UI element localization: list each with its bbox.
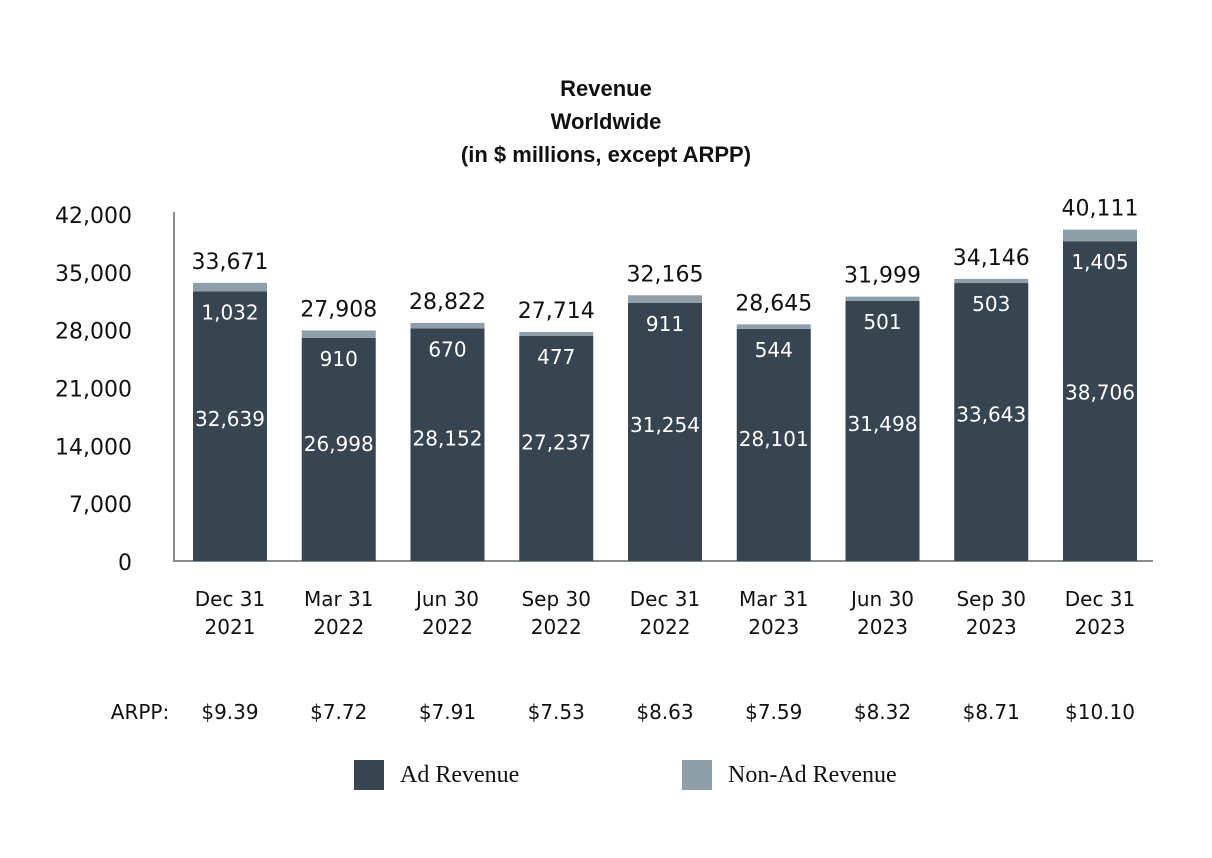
arpp-value: $10.10 — [1065, 700, 1135, 724]
bar-non-ad-revenue — [410, 322, 485, 329]
x-tick-label: Dec 31 — [1065, 587, 1136, 611]
legend-item-ad-revenue: Ad Revenue — [354, 760, 519, 790]
legend-swatch-non-ad-revenue — [682, 760, 712, 790]
data-label-total: 27,714 — [518, 299, 595, 324]
x-tick-label: 2022 — [640, 615, 691, 639]
x-tick-label: 2023 — [748, 615, 799, 639]
data-label-non-ad-revenue: 910 — [320, 347, 358, 371]
bar-ad-revenue — [628, 302, 702, 561]
bar-ad-revenue — [845, 300, 920, 561]
x-tick-label: Dec 31 — [195, 587, 266, 611]
data-label-ad-revenue: 38,706 — [1065, 381, 1135, 405]
arpp-label: ARPP: — [111, 700, 169, 724]
data-label-ad-revenue: 31,254 — [630, 413, 700, 437]
x-tick-label: Mar 31 — [739, 587, 809, 611]
data-label-total: 27,908 — [300, 297, 377, 322]
chart-title-line-1: Revenue — [560, 76, 652, 101]
data-label-non-ad-revenue: 670 — [428, 337, 466, 361]
data-label-total: 40,111 — [1062, 197, 1139, 222]
x-tick-label: 2023 — [857, 615, 908, 639]
stacked-bar-chart: 0 7,000 14,000 21,000 28,000 35,000 42,000 32,6… — [55, 197, 1153, 724]
x-tick-label: 2023 — [1075, 615, 1126, 639]
arpp-value: $7.53 — [528, 700, 585, 724]
bar-non-ad-revenue — [193, 282, 267, 292]
arpp-value: $9.39 — [201, 700, 258, 724]
legend-label-non-ad-revenue: Non-Ad Revenue — [728, 761, 897, 788]
data-label-total: 32,165 — [627, 262, 704, 287]
bar-non-ad-revenue — [628, 295, 702, 303]
legend-swatch-ad-revenue — [354, 760, 384, 790]
y-tick-label: 35,000 — [55, 262, 132, 287]
data-label-ad-revenue: 26,998 — [304, 432, 374, 456]
bar-ad-revenue — [193, 291, 267, 561]
arpp-value: $8.71 — [963, 700, 1020, 724]
bar-non-ad-revenue — [845, 296, 920, 301]
bar-non-ad-revenue — [1063, 229, 1137, 242]
data-label-ad-revenue: 28,101 — [739, 427, 809, 451]
legend-label-ad-revenue: Ad Revenue — [400, 761, 520, 788]
x-tick-label: 2022 — [531, 615, 582, 639]
bar-non-ad-revenue — [301, 330, 376, 338]
data-label-total: 28,645 — [735, 291, 812, 316]
bar-ad-revenue — [410, 328, 485, 561]
y-tick-label: 14,000 — [55, 435, 132, 460]
x-tick-label: Jun 30 — [414, 587, 479, 611]
legend-item-non-ad-revenue: Non-Ad Revenue — [682, 760, 897, 790]
data-label-non-ad-revenue: 503 — [972, 292, 1010, 316]
data-label-total: 28,822 — [409, 290, 486, 315]
data-label-non-ad-revenue: 1,405 — [1071, 250, 1128, 274]
bar-non-ad-revenue — [519, 332, 594, 336]
data-label-ad-revenue: 27,237 — [521, 431, 591, 455]
y-tick-label: 21,000 — [55, 378, 132, 403]
chart-title-line-3: (in $ millions, except ARPP) — [460, 142, 752, 167]
data-label-ad-revenue: 31,498 — [848, 412, 918, 436]
x-tick-label: Sep 30 — [956, 587, 1026, 611]
x-tick-label: Dec 31 — [630, 587, 701, 611]
x-tick-label: 2023 — [966, 615, 1017, 639]
x-tick-label: Sep 30 — [521, 587, 591, 611]
data-label-total: 33,671 — [192, 250, 269, 275]
y-tick-label: 42,000 — [55, 204, 132, 229]
bar-ad-revenue — [301, 337, 376, 561]
bar-ad-revenue — [1063, 241, 1137, 561]
y-tick-label: 0 — [118, 551, 132, 576]
data-label-non-ad-revenue: 911 — [646, 312, 684, 336]
bar-ad-revenue — [519, 335, 594, 561]
bar-ad-revenue — [736, 328, 811, 561]
chart-title-line-2: Worldwide — [550, 109, 662, 134]
data-label-non-ad-revenue: 544 — [755, 338, 793, 362]
x-tick-label: Mar 31 — [304, 587, 374, 611]
x-tick-label: 2022 — [313, 615, 364, 639]
data-label-non-ad-revenue: 1,032 — [201, 300, 258, 324]
arpp-value: $7.72 — [310, 700, 367, 724]
bar-non-ad-revenue — [736, 324, 811, 329]
data-label-total: 31,999 — [844, 264, 921, 289]
data-label-ad-revenue: 32,639 — [195, 407, 265, 431]
bar-ad-revenue — [954, 283, 1029, 561]
x-tick-label: 2021 — [205, 615, 256, 639]
data-label-non-ad-revenue: 477 — [537, 345, 575, 369]
x-tick-label: Jun 30 — [849, 587, 914, 611]
data-label-non-ad-revenue: 501 — [863, 310, 901, 334]
y-tick-label: 28,000 — [55, 320, 132, 345]
arpp-value: $7.59 — [745, 700, 802, 724]
data-label-ad-revenue: 33,643 — [956, 403, 1026, 427]
x-tick-label: 2022 — [422, 615, 473, 639]
arpp-value: $8.32 — [854, 700, 911, 724]
data-label-total: 34,146 — [953, 246, 1030, 271]
arpp-value: $8.63 — [636, 700, 693, 724]
arpp-value: $7.91 — [419, 700, 476, 724]
y-tick-label: 7,000 — [69, 493, 132, 518]
data-label-ad-revenue: 28,152 — [413, 427, 483, 451]
bar-non-ad-revenue — [954, 278, 1029, 284]
